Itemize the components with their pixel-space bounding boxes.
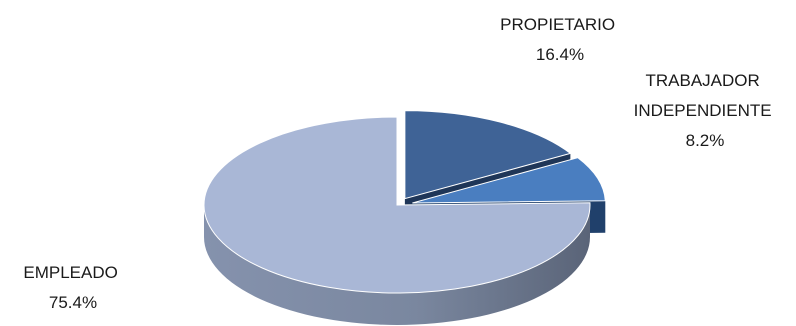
label-empleado: EMPLEADO 75.4% bbox=[23, 263, 122, 312]
pie-slice-0 bbox=[404, 110, 572, 200]
pie-top-layer bbox=[203, 110, 606, 294]
pie-slice-2 bbox=[203, 116, 591, 294]
pie-slice-1 bbox=[412, 157, 606, 204]
label-propietario: PROPIETARIO 16.4% bbox=[500, 15, 620, 64]
label-trabajador-independiente: TRABAJADOR INDEPENDIENTE 8.2% bbox=[634, 71, 777, 150]
slice-side-2 bbox=[204, 205, 590, 325]
